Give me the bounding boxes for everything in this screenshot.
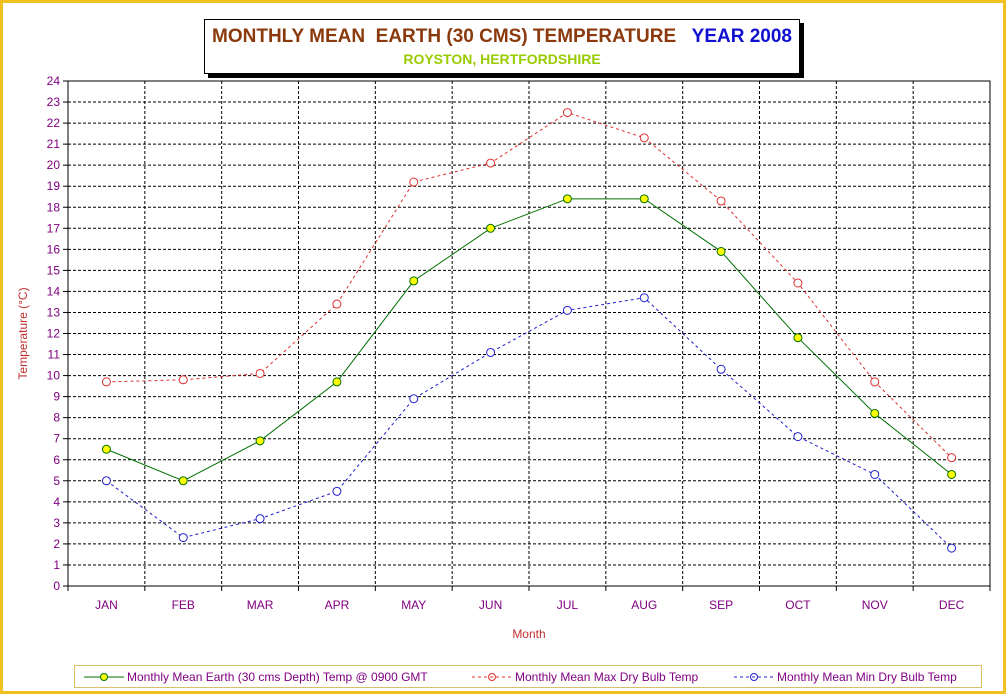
y-tick-label: 2 [53, 537, 60, 551]
x-tick-label: JAN [95, 598, 118, 612]
data-point-earth [716, 246, 726, 256]
legend-label-min: Monthly Mean Min Dry Bulb Temp [777, 669, 957, 684]
data-point-earth [332, 377, 342, 387]
data-point-min [486, 347, 496, 357]
data-point-max [409, 177, 419, 187]
y-tick-label: 9 [53, 390, 60, 404]
x-tick-label: MAY [401, 598, 426, 612]
y-tick-label: 11 [48, 348, 61, 362]
legend-swatch-min [734, 672, 774, 681]
x-tick-label: MAR [247, 598, 274, 612]
data-point-min [409, 394, 419, 404]
data-point-earth [178, 476, 188, 486]
y-tick-label: 0 [53, 579, 60, 593]
x-axis-title: Month [512, 627, 545, 641]
data-point-min [332, 486, 342, 496]
legend-label-max: Monthly Mean Max Dry Bulb Temp [515, 669, 699, 684]
chart-legend: Monthly Mean Earth (30 cms Depth) Temp @… [74, 665, 982, 688]
x-tick-label: JUN [479, 598, 502, 612]
data-point-max [332, 299, 342, 309]
data-point-earth [409, 276, 419, 286]
chart-title-main: MONTHLY MEAN EARTH (30 CMS) TEMPERATURE [212, 26, 677, 47]
data-point-earth [101, 444, 111, 454]
y-tick-label: 17 [47, 221, 61, 235]
data-point-max [716, 196, 726, 206]
data-point-min [101, 476, 111, 486]
legend-label-earth: Monthly Mean Earth (30 cms Depth) Temp @… [127, 669, 428, 684]
legend-item-earth: Monthly Mean Earth (30 cms Depth) Temp @… [83, 669, 428, 684]
legend-swatch-earth [84, 672, 124, 681]
data-point-earth [793, 333, 803, 343]
data-point-max [255, 368, 265, 378]
data-point-max [486, 158, 496, 168]
data-point-min [716, 364, 726, 374]
y-tick-label: 8 [53, 411, 60, 425]
data-point-earth [255, 436, 265, 446]
y-tick-label: 10 [47, 369, 61, 383]
data-point-max [793, 278, 803, 288]
data-point-earth [486, 223, 496, 233]
chart-title-year: YEAR 2008 [691, 26, 792, 47]
data-point-max [870, 377, 880, 387]
x-tick-label: SEP [709, 598, 733, 612]
chart-title-box: MONTHLY MEAN EARTH (30 CMS) TEMPERATURE … [204, 19, 800, 74]
data-point-earth [870, 408, 880, 418]
series-line-min [106, 297, 952, 549]
data-point-max [101, 377, 111, 387]
y-tick-label: 13 [47, 305, 61, 319]
data-point-min [255, 514, 265, 524]
x-tick-label: APR [325, 598, 350, 612]
data-point-min [639, 293, 649, 303]
y-tick-label: 14 [47, 284, 61, 298]
y-tick-label: 3 [53, 516, 60, 530]
data-point-min [562, 305, 572, 315]
y-tick-label: 5 [53, 474, 60, 488]
chart-title: MONTHLY MEAN EARTH (30 CMS) TEMPERATURE … [205, 26, 799, 48]
chart-subtitle: ROYSTON, HERTFORDSHIRE [403, 51, 601, 67]
data-point-max [639, 133, 649, 143]
y-axis-title: Temperature (°C) [16, 287, 30, 379]
x-tick-label: DEC [939, 598, 965, 612]
data-point-min [947, 543, 957, 553]
y-tick-label: 23 [47, 95, 61, 109]
y-tick-label: 15 [47, 263, 61, 277]
y-tick-label: 16 [47, 242, 61, 256]
legend-swatch-max [472, 672, 512, 681]
data-point-earth [947, 469, 957, 479]
x-tick-label: OCT [785, 598, 811, 612]
data-point-max [947, 453, 957, 463]
y-tick-label: 12 [47, 327, 61, 341]
legend-item-min: Monthly Mean Min Dry Bulb Temp [733, 669, 957, 684]
data-point-min [870, 469, 880, 479]
data-point-earth [639, 194, 649, 204]
data-point-min [793, 432, 803, 442]
y-tick-label: 6 [53, 453, 60, 467]
x-tick-label: JUL [557, 598, 579, 612]
y-tick-label: 20 [47, 158, 61, 172]
y-tick-label: 21 [47, 137, 61, 151]
data-point-earth [562, 194, 572, 204]
y-tick-label: 4 [53, 495, 60, 509]
y-tick-label: 7 [53, 432, 60, 446]
data-point-max [178, 375, 188, 385]
x-tick-label: AUG [631, 598, 657, 612]
series-line-max [106, 112, 952, 459]
legend-item-max: Monthly Mean Max Dry Bulb Temp [471, 669, 698, 684]
y-tick-label: 19 [47, 179, 61, 193]
y-tick-label: 1 [53, 558, 60, 572]
y-tick-label: 22 [47, 116, 61, 130]
data-point-min [178, 533, 188, 543]
x-tick-label: FEB [172, 598, 195, 612]
data-point-max [562, 108, 572, 118]
series-line-earth [106, 198, 952, 482]
y-tick-label: 24 [47, 74, 61, 88]
x-tick-label: NOV [862, 598, 888, 612]
y-tick-label: 18 [47, 200, 61, 214]
